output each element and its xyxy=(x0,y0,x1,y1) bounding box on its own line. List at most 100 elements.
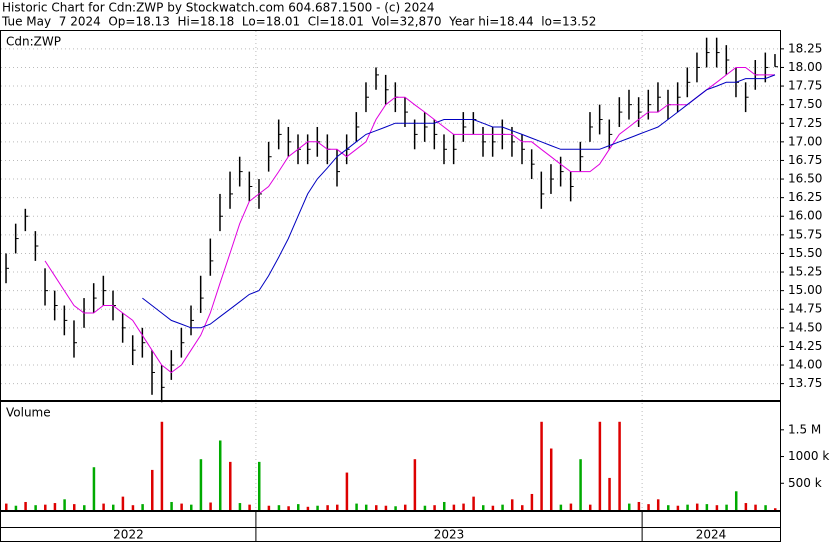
volume-bar xyxy=(442,501,446,510)
volume-bar xyxy=(238,503,242,510)
volume-bar xyxy=(462,503,465,510)
y-tick-label: 16.00 xyxy=(788,209,822,223)
volume-bar xyxy=(326,505,329,510)
volume-bar xyxy=(83,505,86,510)
volume-bar xyxy=(229,461,232,510)
volume-bar xyxy=(209,502,212,510)
volume-bar xyxy=(754,504,757,510)
x-tick-label: 2023 xyxy=(434,528,465,542)
y-tick-label: 15.00 xyxy=(788,283,822,297)
volume-bar xyxy=(34,505,37,510)
volume-bar xyxy=(744,503,748,510)
volume-bar xyxy=(530,493,534,510)
y-tick-label: 17.50 xyxy=(788,97,822,111)
volume-pane xyxy=(0,401,781,511)
volume-bar xyxy=(267,505,271,510)
volume-bar xyxy=(112,504,115,510)
volume-bar xyxy=(199,459,203,510)
volume-bar xyxy=(588,504,592,510)
volume-bar xyxy=(569,503,573,510)
volume-bar xyxy=(656,499,660,510)
volume-bar xyxy=(384,505,388,510)
y-tick-label: 14.25 xyxy=(788,339,822,353)
volume-bar xyxy=(715,505,719,510)
volume-bar xyxy=(452,504,456,510)
y-tick-label: 16.25 xyxy=(788,190,822,204)
volume-bar xyxy=(423,505,427,510)
volume-bar xyxy=(579,459,582,510)
volume-bar xyxy=(705,504,709,510)
volume-bar xyxy=(306,506,310,510)
volume-bar xyxy=(5,503,8,510)
volume-bar xyxy=(472,496,475,510)
volume-bar xyxy=(92,467,96,510)
chart-title: Historic Chart for Cdn:ZWP by Stockwatch… xyxy=(2,1,435,15)
volume-bar xyxy=(53,503,57,510)
volume-bar xyxy=(433,505,436,510)
volume-bar xyxy=(336,504,339,510)
x-tick-label: 2024 xyxy=(696,528,727,542)
volume-bar xyxy=(686,504,689,510)
volume-bar xyxy=(501,504,504,510)
volume-bar xyxy=(131,505,135,510)
volume-bar xyxy=(521,505,524,510)
volume-bar xyxy=(14,505,18,510)
y-tick-label: 17.75 xyxy=(788,79,822,93)
y-tick-label: 15.50 xyxy=(788,246,822,260)
volume-bar xyxy=(355,503,358,510)
volume-bar xyxy=(287,506,290,510)
y-tick-label: 16.50 xyxy=(788,172,822,186)
volume-bar xyxy=(160,421,164,510)
volume-bar xyxy=(403,504,407,510)
volume-bar xyxy=(510,499,514,510)
volume-bar xyxy=(627,503,631,510)
y-tick-label: 17.25 xyxy=(788,116,822,130)
volume-bar xyxy=(102,503,105,510)
y-tick-label: 18.00 xyxy=(788,60,822,74)
y-tick-label: 14.50 xyxy=(788,320,822,334)
volume-bar xyxy=(72,504,76,510)
volume-bar xyxy=(540,421,543,510)
volume-bar xyxy=(180,503,183,510)
volume-bar xyxy=(257,461,261,510)
volume-bar xyxy=(151,469,154,510)
volume-bar xyxy=(364,504,368,510)
volume-bar xyxy=(695,503,699,510)
volume-bar xyxy=(666,505,670,510)
quote-line: Tue May 7 2024 Op=18.13 Hi=18.18 Lo=18.0… xyxy=(1,15,596,29)
y-tick-label: 14.75 xyxy=(788,302,822,316)
volume-bar xyxy=(725,504,728,510)
volume-bar xyxy=(676,505,680,510)
volume-bar xyxy=(618,421,621,510)
volume-bar xyxy=(63,499,66,510)
moving-average xyxy=(142,74,776,329)
y-tick-label: 18.25 xyxy=(788,41,822,55)
volume-bar xyxy=(190,504,193,510)
volume-bar xyxy=(121,496,125,510)
volume-bar xyxy=(141,504,144,510)
volume-bar xyxy=(491,505,495,510)
volume-bar xyxy=(345,472,349,510)
y-tick-label: 1.5 M xyxy=(788,422,821,436)
volume-bar xyxy=(394,506,397,510)
volume-bar xyxy=(24,501,27,510)
volume-bar xyxy=(277,505,281,510)
symbol-label: Cdn:ZWP xyxy=(6,35,61,49)
volume-bar xyxy=(637,501,641,510)
y-tick-label: 15.25 xyxy=(788,265,822,279)
y-tick-label: 1000 k xyxy=(788,449,829,463)
volume-bar xyxy=(559,504,563,510)
volume-bar xyxy=(773,508,777,510)
volume-bar xyxy=(248,504,251,510)
volume-bar xyxy=(481,505,485,510)
y-tick-label: 15.75 xyxy=(788,227,822,241)
volume-bar xyxy=(549,448,553,510)
volume-bar xyxy=(647,504,650,510)
volume-bar xyxy=(413,459,417,510)
volume-bar xyxy=(316,505,319,510)
y-tick-label: 14.00 xyxy=(788,358,822,372)
moving-average xyxy=(44,67,775,374)
volume-bar xyxy=(375,505,378,510)
